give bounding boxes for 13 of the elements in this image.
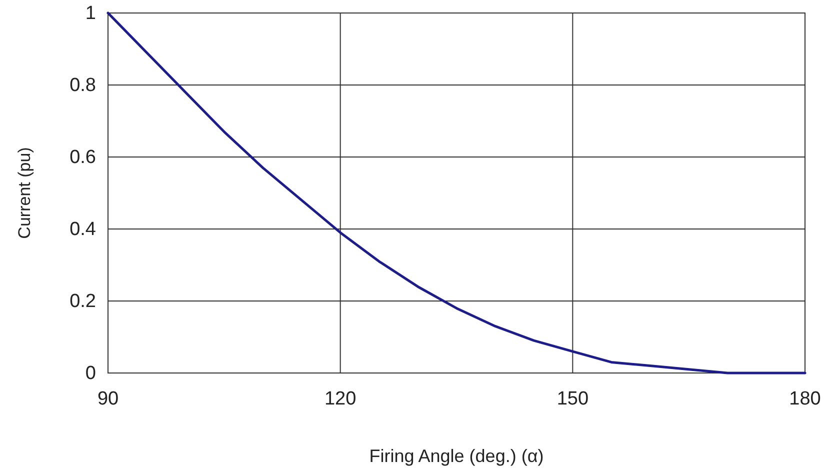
x-axis-title: Firing Angle (deg.) (α) bbox=[369, 446, 544, 466]
y-tick-label: 0.6 bbox=[70, 147, 96, 168]
y-tick-label: 1 bbox=[85, 3, 96, 24]
y-tick-label: 0.4 bbox=[70, 219, 96, 240]
y-tick-label: 0 bbox=[85, 363, 96, 384]
x-tick-label: 150 bbox=[556, 388, 589, 410]
x-tick-label: 120 bbox=[324, 388, 356, 410]
x-tick-label: 90 bbox=[97, 388, 119, 410]
y-tick-label: 0.2 bbox=[70, 291, 96, 312]
line-series bbox=[106, 12, 806, 374]
y-tick-label: 0.8 bbox=[70, 75, 96, 96]
y-axis-title: Current (pu) bbox=[15, 147, 34, 239]
x-tick-label: 180 bbox=[789, 388, 821, 410]
